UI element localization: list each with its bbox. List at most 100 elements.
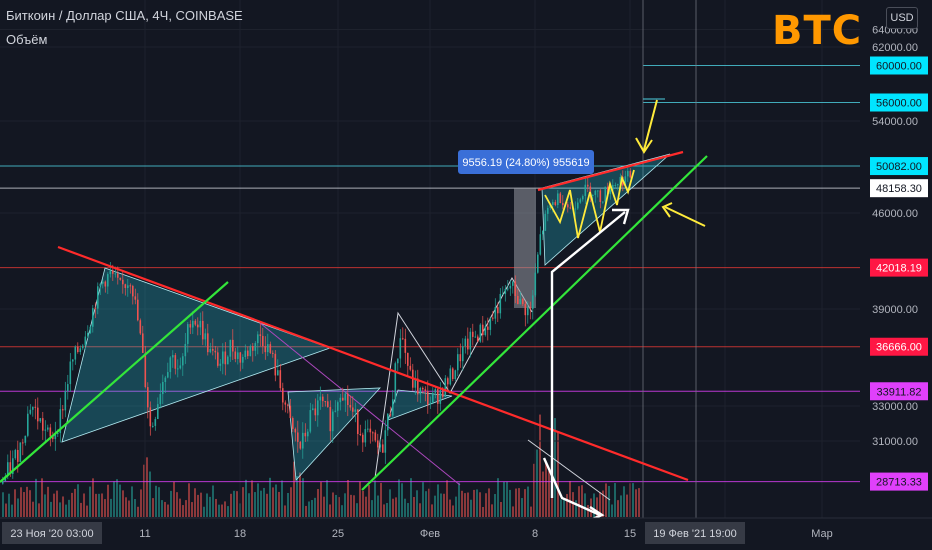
trend-thin (527, 439, 611, 501)
volume-bar (581, 485, 583, 517)
volume-bar (122, 490, 124, 517)
candle-body (184, 343, 187, 357)
candle-body (534, 272, 537, 296)
price-level-label: 50082.00 (870, 157, 928, 176)
candle-body (67, 384, 69, 392)
candle-body (187, 324, 189, 344)
volume-bar (632, 483, 634, 517)
volume-bar (188, 483, 190, 517)
volume-bar (29, 490, 31, 517)
candle-body (137, 299, 139, 321)
volume-bar (302, 478, 304, 517)
volume-bar (329, 504, 331, 517)
candle-body (199, 320, 202, 328)
volume-bar (311, 500, 313, 517)
candle-body (604, 186, 607, 202)
candle-body (517, 295, 519, 305)
candle-body (152, 425, 154, 427)
volume-bar (161, 500, 163, 517)
candle-body (262, 335, 264, 347)
volume-bar (104, 499, 106, 517)
candle-body (129, 285, 132, 287)
candle-body (272, 352, 274, 354)
candle-body (72, 359, 74, 362)
price-tick-label: 46000.00 (872, 208, 918, 220)
volume-bar (434, 495, 436, 517)
candle-body (387, 413, 389, 431)
volume-bar (95, 493, 97, 517)
candle-body (257, 334, 259, 344)
volume-bar (92, 478, 94, 517)
price-tick-label: 39000.00 (872, 304, 918, 316)
candle-body (37, 407, 39, 422)
price-tick-label: 54000.00 (872, 116, 918, 128)
candle-body (84, 336, 87, 346)
volume-bar (623, 486, 625, 517)
candle-body (174, 355, 177, 369)
candle-body (274, 353, 277, 376)
candle-body (239, 352, 242, 363)
candle-body (267, 344, 269, 353)
volume-bar (212, 485, 214, 517)
volume-bar (278, 491, 280, 517)
candle-body (12, 458, 14, 474)
measure-label-bg (458, 150, 594, 174)
candle-body (442, 390, 444, 397)
volume-bar (200, 492, 202, 517)
candle-body (384, 430, 387, 453)
candle-body (469, 331, 472, 350)
candle-body (449, 368, 452, 385)
candle-body (7, 462, 9, 476)
measure-label-text: 9556.19 (24.80%) 955619 (462, 157, 589, 169)
volume-bar (8, 493, 10, 517)
candle-body (87, 332, 89, 337)
price-level-label-bg (870, 258, 928, 277)
volume-bar (206, 493, 208, 517)
volume-bar (308, 501, 310, 517)
candle-body (227, 356, 229, 365)
candle-body (49, 427, 52, 437)
volume-bar (50, 501, 52, 517)
volume-bar (110, 498, 112, 517)
candle-body (454, 370, 457, 380)
volume-bar (398, 479, 400, 517)
price-level-label-bg (870, 472, 928, 491)
candle-body (244, 350, 247, 357)
volume-bar (11, 504, 13, 517)
volume-bar (227, 506, 229, 517)
candle-body (494, 307, 497, 319)
volume-bar (512, 506, 514, 517)
volume-bar (557, 431, 559, 517)
candle-body (392, 399, 394, 416)
candle-body (409, 365, 412, 370)
candle-body (254, 343, 257, 351)
volume-bar (482, 506, 484, 517)
volume-bar (626, 494, 628, 517)
candle-body (17, 449, 19, 462)
candle-body (212, 348, 214, 351)
candle-body (192, 320, 194, 328)
volume-bar (215, 498, 217, 517)
candle-body (309, 410, 312, 432)
volume-bar (524, 489, 526, 517)
candle-body (319, 396, 322, 401)
candle-body (554, 202, 557, 206)
candle-body (59, 409, 62, 434)
volume-bar (410, 478, 412, 517)
volume-bar (143, 464, 145, 517)
candle-body (559, 193, 562, 204)
candle-body (317, 400, 319, 416)
volume-bar (317, 489, 319, 517)
candle-body (134, 296, 137, 300)
volume-bar (365, 496, 367, 517)
price-level-label-bg (870, 56, 928, 75)
candle-body (579, 199, 582, 203)
volume-bar (431, 504, 433, 517)
currency-button[interactable]: USD (886, 7, 918, 29)
volume-bar (5, 503, 7, 517)
volume-bar (395, 497, 397, 517)
candle-body (377, 440, 379, 448)
candle-body (132, 285, 134, 297)
volume-bar (563, 499, 565, 517)
